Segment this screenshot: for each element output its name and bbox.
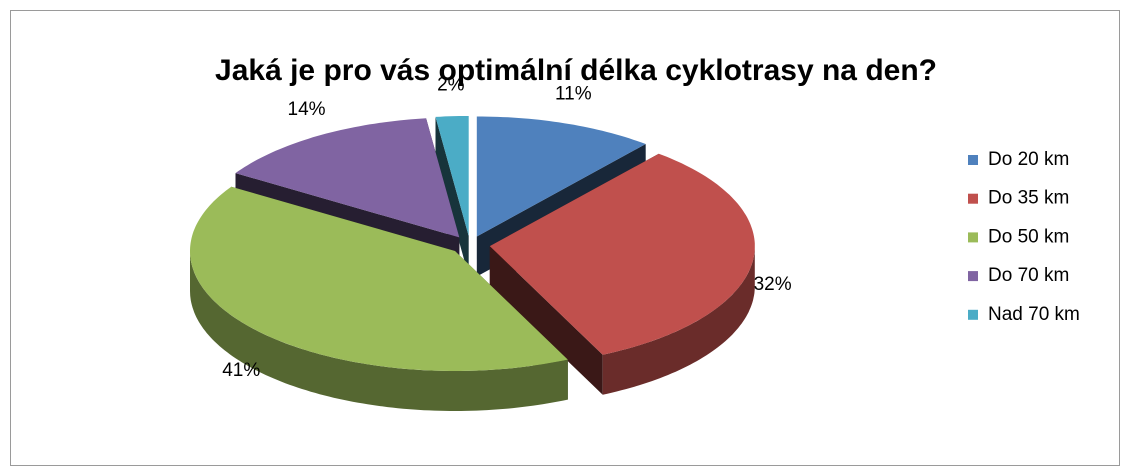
data-label: 14% bbox=[288, 99, 326, 120]
slice-side bbox=[602, 246, 755, 395]
slice-side bbox=[190, 251, 568, 411]
legend-label: Do 50 km bbox=[988, 226, 1069, 247]
slice bbox=[235, 118, 460, 238]
slice bbox=[489, 153, 755, 355]
data-label: 11% bbox=[555, 83, 592, 104]
data-label: 41% bbox=[222, 360, 260, 381]
legend-swatch bbox=[968, 193, 978, 204]
slice bbox=[476, 116, 646, 237]
slice-edge-face bbox=[435, 116, 469, 277]
slice bbox=[190, 186, 568, 371]
legend-label: Nad 70 km bbox=[988, 304, 1080, 325]
legend-label: Do 20 km bbox=[988, 149, 1069, 170]
legend-swatch bbox=[968, 271, 978, 282]
slice bbox=[435, 116, 469, 236]
chart-title: Jaká je pro vás optimální délka cyklotra… bbox=[215, 54, 937, 87]
legend-label: Do 35 km bbox=[988, 188, 1069, 209]
data-label: 2% bbox=[437, 74, 465, 95]
legend-swatch bbox=[968, 155, 978, 165]
legend-swatch bbox=[968, 232, 978, 243]
slice-edge-face bbox=[489, 246, 603, 395]
legend-label: Do 70 km bbox=[988, 265, 1069, 286]
data-label: 32% bbox=[754, 274, 792, 295]
legend-swatch bbox=[968, 309, 978, 320]
